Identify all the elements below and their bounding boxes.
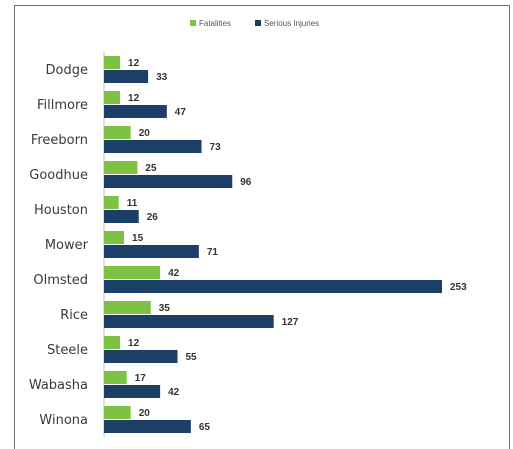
fatalities-value-label: 20 bbox=[139, 128, 151, 139]
serious-injuries-value-label: 65 bbox=[199, 422, 211, 433]
serious-injuries-bar bbox=[104, 420, 191, 433]
fatalities-value-label: 11 bbox=[127, 198, 138, 209]
legend-swatch bbox=[190, 20, 196, 26]
fatalities-bar bbox=[104, 231, 125, 244]
category-label: Goodhue bbox=[29, 168, 88, 183]
serious-injuries-value-label: 96 bbox=[240, 177, 252, 188]
fatalities-value-label: 35 bbox=[159, 303, 171, 314]
serious-injuries-bar bbox=[104, 315, 274, 328]
serious-injuries-bar bbox=[104, 385, 161, 398]
category-label: Freeborn bbox=[31, 133, 88, 148]
fatalities-bar bbox=[104, 56, 121, 69]
fatalities-bar bbox=[104, 161, 138, 174]
category-label: Rice bbox=[60, 308, 88, 323]
fatalities-value-label: 15 bbox=[132, 233, 144, 244]
serious-injuries-value-label: 42 bbox=[168, 387, 180, 398]
serious-injuries-bar bbox=[104, 350, 178, 363]
fatalities-bar bbox=[104, 266, 161, 279]
legend-label: Serious Injuries bbox=[264, 19, 319, 28]
serious-injuries-bar bbox=[104, 175, 233, 188]
serious-injuries-bar bbox=[104, 140, 202, 153]
category-label: Houston bbox=[34, 203, 88, 218]
serious-injuries-bar bbox=[104, 245, 199, 258]
category-label: Wabasha bbox=[29, 378, 88, 393]
fatalities-bar bbox=[104, 371, 127, 384]
fatalities-bar bbox=[104, 406, 131, 419]
fatalities-bar bbox=[104, 196, 119, 209]
category-label: Steele bbox=[47, 343, 88, 358]
fatalities-value-label: 17 bbox=[135, 373, 147, 384]
serious-injuries-value-label: 71 bbox=[207, 247, 219, 258]
serious-injuries-value-label: 127 bbox=[282, 317, 299, 328]
serious-injuries-value-label: 33 bbox=[156, 72, 168, 83]
legend-label: Fatalities bbox=[199, 19, 231, 28]
fatalities-value-label: 12 bbox=[128, 338, 140, 349]
serious-injuries-value-label: 55 bbox=[185, 352, 197, 363]
category-label: Dodge bbox=[46, 63, 88, 78]
serious-injuries-value-label: 47 bbox=[175, 107, 187, 118]
category-label: Fillmore bbox=[37, 98, 88, 113]
fatalities-value-label: 25 bbox=[145, 163, 157, 174]
serious-injuries-bar bbox=[104, 70, 149, 83]
chart-frame bbox=[14, 5, 510, 449]
category-label: Olmsted bbox=[33, 273, 88, 288]
serious-injuries-bar bbox=[104, 210, 139, 223]
fatalities-bar bbox=[104, 336, 121, 349]
serious-injuries-bar bbox=[104, 105, 167, 118]
fatalities-value-label: 12 bbox=[128, 58, 140, 69]
legend-swatch bbox=[255, 20, 261, 26]
fatalities-value-label: 20 bbox=[139, 408, 151, 419]
category-label: Mower bbox=[45, 238, 89, 253]
category-label: Winona bbox=[39, 413, 88, 428]
fatalities-value-label: 12 bbox=[128, 93, 140, 104]
serious-injuries-value-label: 73 bbox=[210, 142, 222, 153]
serious-injuries-value-label: 253 bbox=[450, 282, 467, 293]
serious-injuries-value-label: 26 bbox=[147, 212, 159, 223]
fatalities-value-label: 42 bbox=[168, 268, 180, 279]
fatalities-bar bbox=[104, 126, 131, 139]
fatalities-bar bbox=[104, 301, 151, 314]
fatalities-bar bbox=[104, 91, 121, 104]
serious-injuries-bar bbox=[104, 280, 442, 293]
